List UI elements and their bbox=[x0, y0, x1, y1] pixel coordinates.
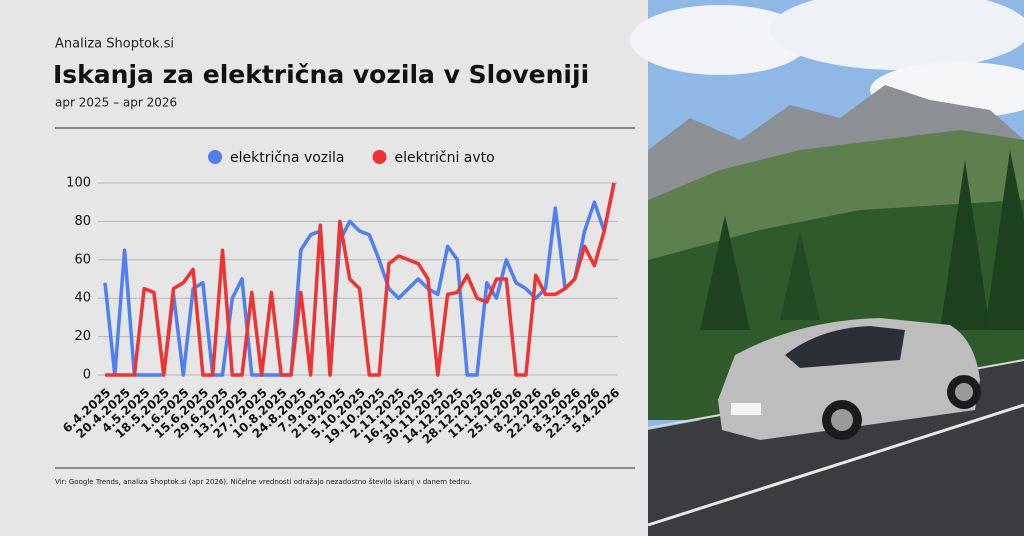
chart-title: Iskanja za električna vozila v Sloveniji bbox=[53, 60, 589, 89]
y-tick-label: 60 bbox=[74, 252, 91, 267]
photo bbox=[630, 0, 1024, 536]
y-tick-label: 0 bbox=[83, 368, 91, 383]
y-tick-label: 100 bbox=[66, 176, 91, 191]
legend-swatch bbox=[372, 150, 387, 164]
footnote: Vir: Google Trends, analiza Shoptok.si (… bbox=[55, 478, 472, 486]
brand: Analiza Shoptok.si bbox=[55, 37, 174, 52]
legend-swatch bbox=[208, 150, 222, 164]
subtitle: apr 2025 – apr 2026 bbox=[55, 96, 177, 110]
y-tick-label: 40 bbox=[74, 291, 91, 306]
y-tick-label: 80 bbox=[74, 214, 91, 229]
legend-label: električni avto bbox=[395, 150, 495, 166]
series-line bbox=[105, 182, 616, 377]
y-tick-label: 20 bbox=[74, 329, 91, 344]
legend-label: električna vozila bbox=[230, 150, 345, 166]
series-line bbox=[103, 182, 616, 377]
